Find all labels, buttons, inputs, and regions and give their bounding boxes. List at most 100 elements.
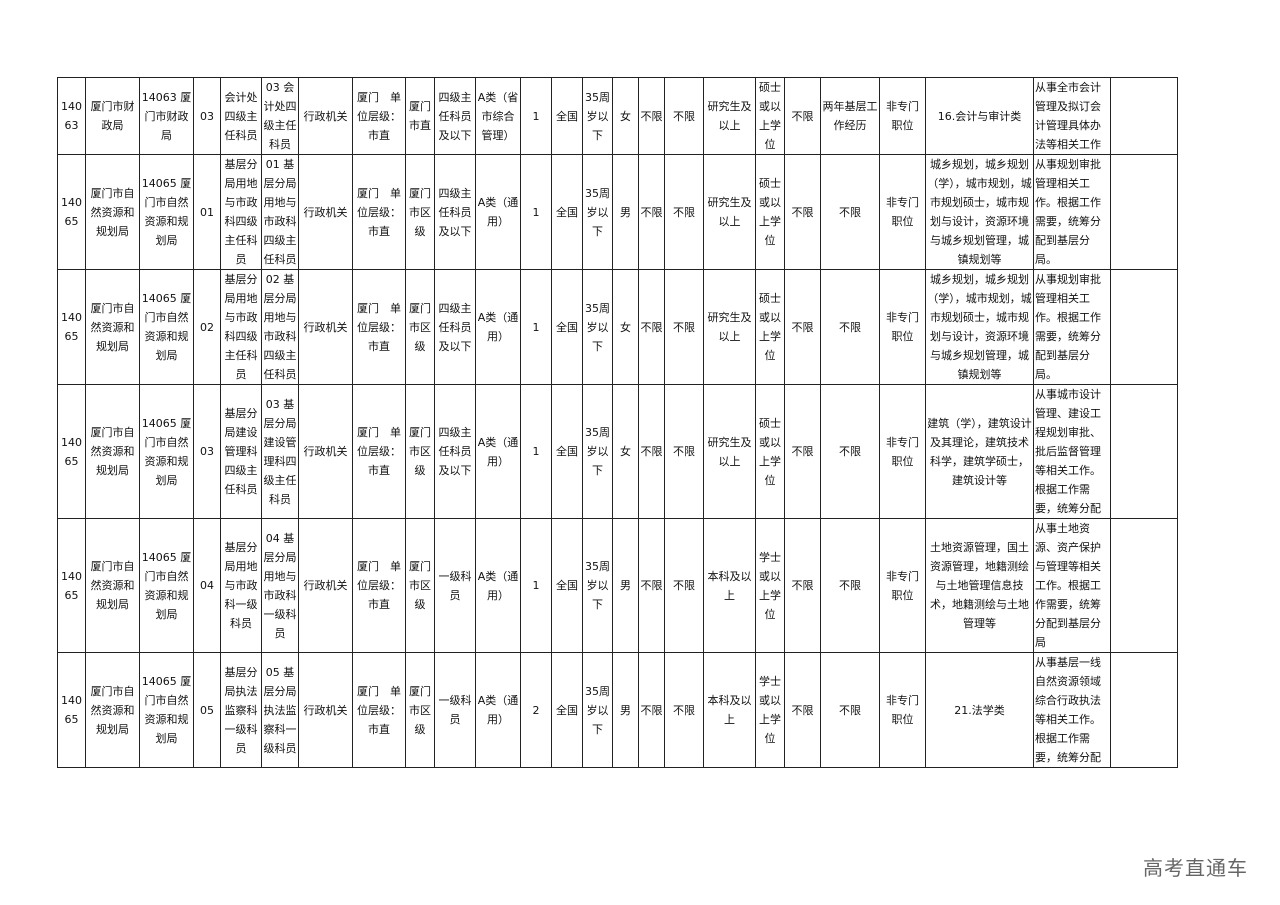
table-row: 140 65 厦门市自然资源和规划局 14065 厦门市自然资源和规划局 02 基层分局… [57, 269, 1178, 385]
cell-position-code: 140 65 [57, 154, 86, 270]
cell-age: 35周岁以下 [582, 154, 613, 270]
cell-job-level: 一级科员 [434, 652, 476, 768]
cell-unit-type: 行政机关 [298, 652, 353, 768]
cell-degree: 学士或以上学位 [755, 518, 785, 653]
cell-unit-level: 厦门 单位层级：市直 [352, 154, 406, 270]
cell-unit-name: 厦门市财政局 [85, 77, 140, 155]
cell-job-level: 四级主任科员及以下 [434, 154, 476, 270]
cell-headcount: 1 [520, 518, 552, 653]
cell-exam-category: A类（通用） [475, 269, 521, 385]
cell-headcount: 1 [520, 384, 552, 519]
cell-education: 本科及以上 [703, 518, 756, 653]
cell-major: 城乡规划，城乡规划（学），城市规划，城市规划硕士，城市规划与设计，资源环境与城乡… [925, 269, 1034, 385]
cell-job-description: 从事全市会计管理及拟订会计管理具体办法等相关工作 [1033, 77, 1111, 155]
cell-position-name: 基层分局用地与市政科四级主任科员 [220, 154, 262, 270]
cell-ethnicity: 不限 [638, 269, 665, 385]
cell-age: 35周岁以下 [582, 269, 613, 385]
cell-experience: 不限 [820, 518, 880, 653]
table-row: 140 65 厦门市自然资源和规划局 14065 厦门市自然资源和规划局 05 基层分局… [57, 652, 1178, 768]
cell-experience: 不限 [820, 154, 880, 270]
cell-degree: 硕士或以上学位 [755, 269, 785, 385]
cell-position-name: 会计处四级主任科员 [220, 77, 262, 155]
cell-political-status: 不限 [664, 154, 704, 270]
cell-unit-code-name: 14065 厦门市自然资源和规划局 [139, 384, 194, 519]
cell-position-full-name: 04 基层分局用地与市政科一级科员 [261, 518, 299, 653]
cell-unit-level: 厦门 单位层级：市直 [352, 269, 406, 385]
cell-exam-category: A类（通用） [475, 652, 521, 768]
cell-exam-category: A类（省市综合管理） [475, 77, 521, 155]
cell-unit-level: 厦门 单位层级：市直 [352, 652, 406, 768]
cell-remarks [1110, 77, 1178, 155]
cell-ethnicity: 不限 [638, 154, 665, 270]
cell-region: 厦门市区级 [405, 652, 435, 768]
cell-experience: 两年基层工作经历 [820, 77, 880, 155]
cell-gender: 女 [612, 77, 639, 155]
cell-age: 35周岁以下 [582, 384, 613, 519]
cell-political-status: 不限 [664, 652, 704, 768]
watermark: 高考直通车 [1143, 856, 1248, 880]
cell-education: 研究生及以上 [703, 384, 756, 519]
cell-gender: 女 [612, 384, 639, 519]
cell-education: 研究生及以上 [703, 154, 756, 270]
cell-position-full-name: 05 基层分局执法监察科一级科员 [261, 652, 299, 768]
cell-major: 21.法学类 [925, 652, 1034, 768]
cell-hukou: 不限 [784, 384, 821, 519]
cell-region: 厦门市直 [405, 77, 435, 155]
cell-exam-category: A类（通用） [475, 518, 521, 653]
cell-unit-name: 厦门市自然资源和规划局 [85, 652, 140, 768]
cell-position-code: 140 65 [57, 384, 86, 519]
cell-political-status: 不限 [664, 518, 704, 653]
cell-hukou: 不限 [784, 269, 821, 385]
cell-political-status: 不限 [664, 384, 704, 519]
cell-hukou: 不限 [784, 77, 821, 155]
cell-unit-code-name: 14065 厦门市自然资源和规划局 [139, 652, 194, 768]
cell-education: 研究生及以上 [703, 77, 756, 155]
cell-experience: 不限 [820, 384, 880, 519]
cell-position-code: 140 65 [57, 518, 86, 653]
cell-remarks [1110, 154, 1178, 270]
cell-major: 城乡规划，城乡规划（学），城市规划，城市规划硕士，城市规划与设计，资源环境与城乡… [925, 154, 1034, 270]
cell-ethnicity: 不限 [638, 384, 665, 519]
cell-unit-type: 行政机关 [298, 77, 353, 155]
cell-unit-name: 厦门市自然资源和规划局 [85, 384, 140, 519]
table-row: 140 65 厦门市自然资源和规划局 14065 厦门市自然资源和规划局 04 基层分局… [57, 518, 1178, 653]
cell-scope: 全国 [551, 652, 583, 768]
cell-scope: 全国 [551, 269, 583, 385]
cell-job-description: 从事规划审批管理相关工作。根据工作需要，统筹分配到基层分局。 [1033, 154, 1111, 270]
cell-unit-type: 行政机关 [298, 269, 353, 385]
cell-job-level: 一级科员 [434, 518, 476, 653]
cell-experience: 不限 [820, 652, 880, 768]
recruitment-table: 140 63 厦门市财政局 14063 厦门市财政局 03 会计处四级主任科员 03 会计… [57, 77, 1178, 768]
cell-unit-type: 行政机关 [298, 154, 353, 270]
cell-position-type: 非专门职位 [879, 384, 926, 519]
cell-job-description: 从事基层一线自然资源领域综合行政执法等相关工作。根据工作需要，统筹分配 [1033, 652, 1111, 768]
cell-unit-code-name: 14065 厦门市自然资源和规划局 [139, 518, 194, 653]
cell-job-level: 四级主任科员及以下 [434, 384, 476, 519]
cell-job-description: 从事规划审批管理相关工作。根据工作需要，统筹分配到基层分局。 [1033, 269, 1111, 385]
cell-position-full-name: 03 会计处四级主任科员 [261, 77, 299, 155]
cell-region: 厦门市区级 [405, 269, 435, 385]
cell-experience: 不限 [820, 269, 880, 385]
cell-political-status: 不限 [664, 77, 704, 155]
cell-major: 土地资源管理，国土资源管理，地籍测绘与土地管理信息技术，地籍测绘与土地管理等 [925, 518, 1034, 653]
cell-hukou: 不限 [784, 154, 821, 270]
table-row: 140 65 厦门市自然资源和规划局 14065 厦门市自然资源和规划局 03 基层分局… [57, 384, 1178, 519]
cell-remarks [1110, 518, 1178, 653]
cell-hukou: 不限 [784, 652, 821, 768]
cell-position-name: 基层分局执法监察科一级科员 [220, 652, 262, 768]
cell-hukou: 不限 [784, 518, 821, 653]
cell-degree: 硕士或以上学位 [755, 154, 785, 270]
cell-age: 35周岁以下 [582, 652, 613, 768]
cell-job-description: 从事城市设计管理、建设工程规划审批、批后监督管理等相关工作。根据工作需要，统筹分… [1033, 384, 1111, 519]
cell-position-full-name: 03 基层分局建设管理科四级主任科员 [261, 384, 299, 519]
cell-major: 建筑（学），建筑设计及其理论，建筑技术科学，建筑学硕士，建筑设计等 [925, 384, 1034, 519]
cell-job-level: 四级主任科员及以下 [434, 77, 476, 155]
cell-unit-code-name: 14063 厦门市财政局 [139, 77, 194, 155]
cell-position-name: 基层分局建设管理科四级主任科员 [220, 384, 262, 519]
cell-position-code: 140 65 [57, 269, 86, 385]
cell-region: 厦门市区级 [405, 384, 435, 519]
cell-unit-name: 厦门市自然资源和规划局 [85, 269, 140, 385]
cell-age: 35周岁以下 [582, 77, 613, 155]
cell-political-status: 不限 [664, 269, 704, 385]
cell-unit-name: 厦门市自然资源和规划局 [85, 154, 140, 270]
